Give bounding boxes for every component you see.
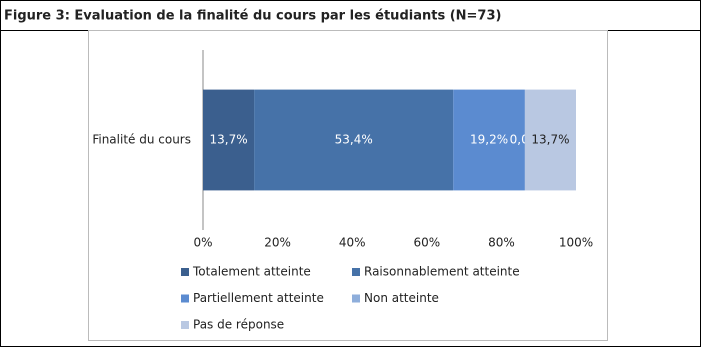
x-tick-label: 60% xyxy=(413,236,440,250)
bar-segment xyxy=(453,89,525,191)
bar-segment xyxy=(254,89,454,191)
legend-label: Non atteinte xyxy=(364,291,439,305)
legend-swatch xyxy=(181,294,189,303)
bar-segment xyxy=(524,89,576,191)
y-tick-label: Finalité du cours xyxy=(92,133,191,147)
legend-swatch xyxy=(352,294,360,303)
legend-label: Partiellement atteinte xyxy=(193,291,324,305)
x-tick-label: 0% xyxy=(193,236,212,250)
data-label: 19,2% xyxy=(470,133,508,147)
legend-swatch xyxy=(181,321,189,329)
x-tick-label: 20% xyxy=(264,236,291,250)
legend-label: Totalement atteinte xyxy=(192,265,311,279)
chart-title: Figure 3: Evaluation de la finalité du c… xyxy=(4,9,501,24)
bar-segment xyxy=(203,89,255,191)
x-tick-label: 100% xyxy=(559,236,593,250)
legend-label: Raisonnablement atteinte xyxy=(364,265,520,279)
x-tick-label: 40% xyxy=(339,236,366,250)
legend-swatch xyxy=(352,268,360,276)
data-label: 53,4% xyxy=(335,133,373,147)
legend-label: Pas de réponse xyxy=(193,318,284,332)
data-label: 13,7% xyxy=(531,133,569,147)
legend-swatch xyxy=(181,268,189,276)
data-label: 13,7% xyxy=(209,133,247,147)
x-tick-label: 80% xyxy=(488,236,515,250)
chart-frame xyxy=(88,30,608,341)
